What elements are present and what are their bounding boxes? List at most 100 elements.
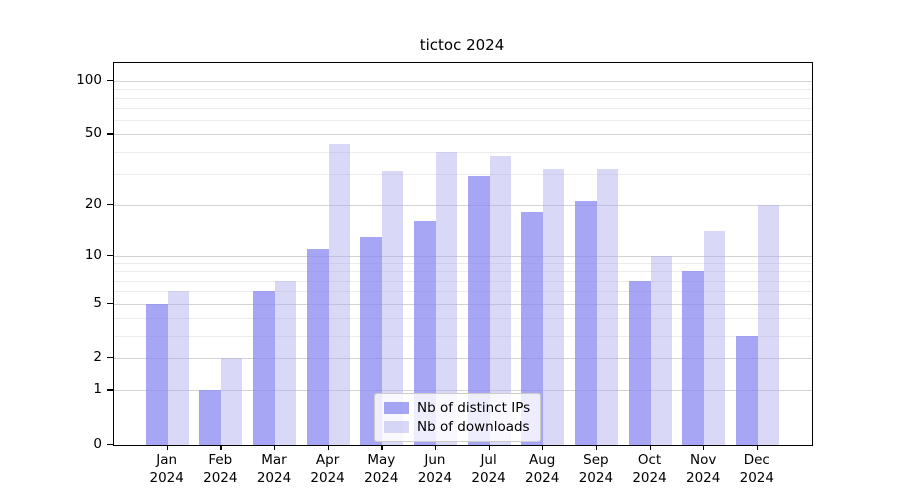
x-tick-month: Feb <box>208 452 233 468</box>
bar-ips-nov <box>682 271 705 445</box>
x-tick-year: 2024 <box>203 470 238 486</box>
gridline-minor-3 <box>114 335 812 337</box>
x-tick-label-apr: Apr 2024 <box>296 451 360 487</box>
x-tick-label-may: May 2024 <box>349 451 413 487</box>
x-tick-month: Sep <box>583 452 609 468</box>
legend-swatch-downloads <box>384 421 409 433</box>
bar-downloads-nov <box>704 231 726 445</box>
x-tick-month: Dec <box>743 452 770 468</box>
x-tick-year: 2024 <box>310 470 345 486</box>
x-tick-year: 2024 <box>739 470 774 486</box>
x-tick-mark-may <box>381 445 383 450</box>
bar-downloads-apr <box>328 144 350 445</box>
x-tick-mark-feb <box>220 445 222 450</box>
x-tick-mark-jun <box>434 445 437 450</box>
x-tick-mark-jan <box>166 445 168 450</box>
x-tick-year: 2024 <box>578 470 614 486</box>
x-tick-label-jun: Jun 2024 <box>403 451 467 487</box>
x-tick-year: 2024 <box>256 470 292 486</box>
x-tick-label-dec: Dec 2024 <box>725 451 789 487</box>
x-tick-label-nov: Nov 2024 <box>671 451 735 487</box>
gridline-major-1 <box>114 390 812 392</box>
gridline-minor-8 <box>114 271 812 273</box>
bar-ips-jul <box>467 176 490 445</box>
x-tick-mark-nov <box>703 445 705 450</box>
bar-downloads-dec <box>757 204 779 445</box>
y-tick-label-1: 1 <box>93 381 102 398</box>
bar-downloads-jul <box>489 155 511 445</box>
bar-ips-jun <box>413 221 436 445</box>
gridline-major-100 <box>114 80 812 82</box>
x-tick-month: May <box>367 452 396 468</box>
bar-downloads-oct <box>650 255 672 445</box>
gridline-minor-6 <box>114 291 812 293</box>
legend: Nb of distinct IPs Nb of downloads <box>374 393 542 442</box>
x-tick-year: 2024 <box>686 470 721 486</box>
bar-ips-oct <box>628 280 651 445</box>
gridline-minor-40 <box>114 151 812 153</box>
gridline-minor-7 <box>114 280 812 282</box>
x-tick-mark-jul <box>488 445 490 450</box>
chart-title: tictoc 2024 <box>419 36 505 54</box>
x-tick-mark-sep <box>595 445 598 450</box>
bar-ips-feb <box>199 390 222 445</box>
bar-downloads-mar <box>275 280 296 445</box>
y-tick-mark-1 <box>107 389 113 391</box>
x-tick-mark-dec <box>756 445 759 450</box>
gridline-major-2 <box>114 358 812 360</box>
y-tick-label-2: 2 <box>93 349 102 366</box>
gridline-minor-4 <box>114 317 812 319</box>
x-tick-label-feb: Feb 2024 <box>188 451 252 487</box>
plot-area: Nb of distinct IPs Nb of downloads <box>113 62 813 446</box>
x-tick-year: 2024 <box>632 470 667 486</box>
gridline-major-10 <box>114 255 812 257</box>
x-tick-month: Apr <box>315 452 340 468</box>
gridline-minor-9 <box>114 263 812 265</box>
bar-downloads-feb <box>221 358 243 445</box>
gridline-minor-60 <box>114 120 812 122</box>
x-tick-month: Jul <box>480 452 497 468</box>
x-tick-month: Oct <box>637 452 662 468</box>
gridline-minor-80 <box>114 97 812 99</box>
bar-downloads-jan <box>167 291 189 445</box>
y-tick-mark-5 <box>107 302 113 304</box>
x-tick-mark-mar <box>274 445 276 450</box>
gridline-major-50 <box>114 134 812 136</box>
y-tick-mark-0 <box>107 444 113 446</box>
x-tick-year: 2024 <box>149 470 184 486</box>
x-tick-month: Aug <box>529 452 556 468</box>
legend-item-ips: Nb of distinct IPs <box>384 400 530 416</box>
y-tick-label-10: 10 <box>84 246 102 263</box>
x-tick-month: Jun <box>424 452 446 468</box>
bar-downloads-jun <box>435 151 457 445</box>
y-tick-label-50: 50 <box>84 125 102 142</box>
x-tick-label-mar: Mar 2024 <box>242 451 306 487</box>
y-tick-label-0: 0 <box>93 436 102 452</box>
y-tick-mark-2 <box>107 357 113 359</box>
bar-ips-dec <box>735 335 758 445</box>
bar-ips-aug <box>521 212 544 445</box>
y-tick-mark-10 <box>107 254 113 256</box>
legend-item-downloads: Nb of downloads <box>384 419 530 435</box>
bar-ips-sep <box>574 200 597 445</box>
x-tick-label-sep: Sep 2024 <box>564 451 628 487</box>
x-tick-year: 2024 <box>525 470 560 486</box>
bar-downloads-aug <box>543 168 565 445</box>
gridline-major-5 <box>114 303 812 305</box>
x-tick-year: 2024 <box>364 470 399 486</box>
x-tick-label-oct: Oct 2024 <box>618 451 682 487</box>
x-tick-mark-oct <box>649 445 651 450</box>
legend-swatch-ips <box>384 402 409 414</box>
x-tick-label-jul: Jul 2024 <box>457 451 521 487</box>
gridline-major-20 <box>114 204 812 206</box>
bar-ips-mar <box>253 291 275 445</box>
x-tick-mark-apr <box>327 445 329 450</box>
bar-downloads-may <box>382 171 404 445</box>
x-tick-month: Jan <box>156 452 178 468</box>
y-tick-label-5: 5 <box>93 294 102 311</box>
y-tick-mark-20 <box>107 203 113 205</box>
x-tick-mark-aug <box>542 445 544 450</box>
gridline-minor-90 <box>114 88 812 90</box>
bar-ips-apr <box>306 248 329 445</box>
x-tick-year: 2024 <box>471 470 506 486</box>
